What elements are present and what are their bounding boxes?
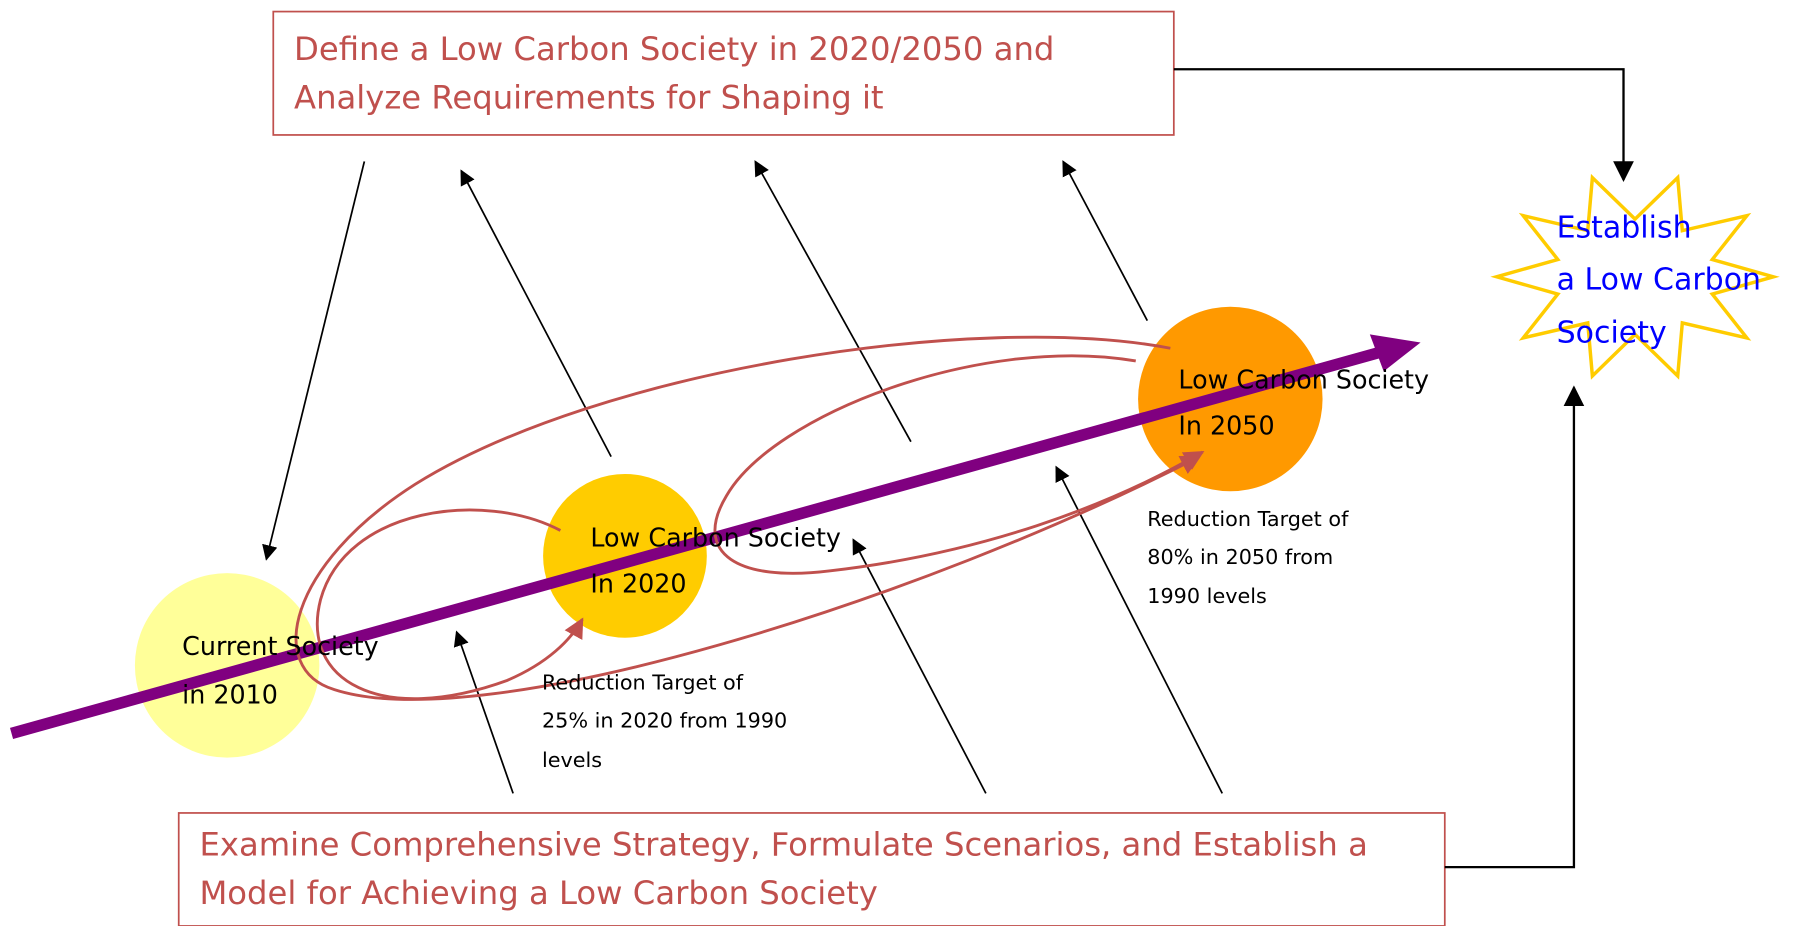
node-circle [134,573,320,758]
note: levels [542,748,602,772]
arrow [453,630,514,794]
bottom-box-text: Examine Comprehensive Strategy, Formulat… [199,826,1367,864]
bottom-box [177,812,1446,926]
loop [713,354,1205,575]
arrow [1062,160,1149,322]
note: Reduction Target of [1147,507,1349,531]
arrow [262,161,366,561]
node-label: Low Carbon Society [1178,365,1429,395]
arrow [1055,465,1224,794]
node-circle [543,473,707,638]
arrow [852,538,987,794]
node-label: In 2020 [590,569,686,599]
node-label: in 2010 [182,679,278,709]
timeline [9,347,1380,739]
node-label: Low Carbon Society [590,523,841,553]
node-label: Current Society [182,631,378,661]
note: 25% in 2020 from 1990 [542,709,787,733]
top-box-text: Define a Low Carbon Society in 2020/2050… [294,30,1054,68]
goal-label: Society [1557,316,1667,351]
loop [294,335,1201,701]
arrow [460,169,612,458]
connector [1173,68,1634,182]
note: Reduction Target of [542,671,744,695]
top-box-text: Analyze Requirements for Shaping it [294,78,884,116]
top-box [272,10,1175,136]
goal-label: a Low Carbon [1557,262,1761,297]
note: 1990 levels [1147,584,1267,608]
loop [315,508,584,701]
goal-label: Establish [1557,211,1692,246]
connector [1444,385,1585,869]
note: 80% in 2050 from [1147,545,1333,569]
bottom-box-text: Model for Achieving a Low Carbon Society [199,874,877,912]
arrow [754,160,912,443]
node-label: In 2050 [1178,411,1274,441]
timeline-head [1369,334,1421,372]
starburst [1490,173,1780,380]
